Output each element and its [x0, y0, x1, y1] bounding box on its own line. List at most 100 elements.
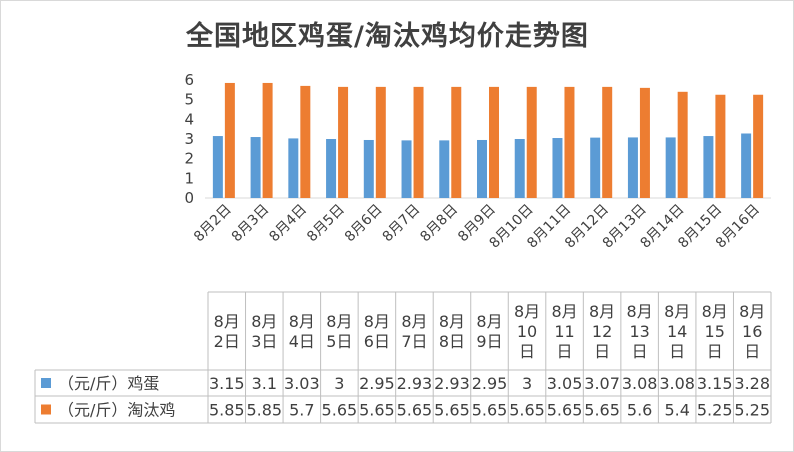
table-value-cell: 5.25 — [697, 401, 733, 420]
table-value-cell: 3.08 — [622, 374, 658, 393]
x-tick-label: 8月6日 — [342, 202, 386, 246]
bar-hen — [564, 86, 575, 198]
table-header-cell: 2日 — [214, 332, 240, 351]
table-value-cell: 3.15 — [697, 374, 733, 393]
legend-label: （元/斤）淘汰鸡 — [58, 401, 175, 420]
table-value-cell: 5.65 — [584, 401, 620, 420]
bar-egg — [665, 137, 676, 198]
table-header-cell: 16 — [742, 322, 762, 341]
table-value-cell: 3.1 — [252, 374, 277, 393]
bar-hen — [451, 86, 462, 198]
y-tick-label: 4 — [184, 110, 194, 128]
bar-egg — [477, 139, 487, 198]
chart-title: 全国地区鸡蛋/淘汰鸡均价走势图 — [186, 21, 589, 52]
y-tick-label: 6 — [184, 71, 194, 89]
table-value-cell: 2.95 — [472, 374, 508, 393]
table-header-cell: 9日 — [476, 332, 502, 351]
table-value-cell: 5.85 — [246, 401, 282, 420]
table-header-cell: 8月 — [739, 302, 765, 321]
table-value-cell: 3 — [334, 374, 344, 393]
table-value-cell: 5.7 — [289, 401, 314, 420]
bar-hen — [375, 86, 386, 198]
table-header-cell: 8月 — [439, 312, 465, 331]
bar-egg — [288, 138, 299, 198]
table-header-cell: 5日 — [326, 332, 352, 351]
bar-hen — [224, 82, 235, 198]
table-header-cell: 4日 — [289, 332, 315, 351]
bar-egg — [590, 137, 601, 198]
table-header-cell: 8月 — [476, 312, 502, 331]
bar-egg — [741, 133, 752, 198]
table-header-cell: 3日 — [251, 332, 277, 351]
table-value-cell: 2.93 — [397, 374, 433, 393]
table-value-cell: 5.25 — [734, 401, 770, 420]
table-value-cell: 5.6 — [627, 401, 652, 420]
table-header-cell: 日 — [707, 342, 723, 361]
table-header-cell: 12 — [592, 322, 612, 341]
table-header-cell: 日 — [744, 342, 760, 361]
table-header-cell: 8月 — [589, 302, 615, 321]
table-value-cell: 5.65 — [359, 401, 395, 420]
table-header-cell: 8月 — [514, 302, 540, 321]
bar-hen — [639, 87, 650, 198]
bar-hen — [526, 86, 537, 198]
table-header-cell: 8月 — [289, 312, 315, 331]
bar-egg — [212, 136, 223, 198]
table-header-cell: 8月 — [401, 312, 427, 331]
table-header-cell: 日 — [594, 342, 610, 361]
table-value-cell: 5.65 — [547, 401, 583, 420]
x-tick-label: 8月4日 — [266, 202, 310, 246]
table-value-cell: 3.07 — [584, 374, 620, 393]
table-header-cell: 日 — [632, 342, 648, 361]
table-header-cell: 7日 — [401, 332, 427, 351]
table-value-cell: 5.4 — [664, 401, 689, 420]
bar-hen — [489, 86, 499, 198]
x-tick-label: 8月8日 — [417, 202, 461, 246]
bar-hen — [753, 94, 764, 198]
bar-egg — [552, 138, 563, 198]
bar-hen — [300, 85, 311, 198]
bar-hen — [715, 94, 726, 198]
bar-egg — [439, 140, 450, 198]
table-value-cell: 5.65 — [509, 401, 545, 420]
table-header-cell: 8月 — [251, 312, 277, 331]
table-value-cell: 2.93 — [434, 374, 470, 393]
bar-egg — [326, 139, 337, 198]
table-header-cell: 8日 — [439, 332, 465, 351]
table-header-cell: 日 — [557, 342, 573, 361]
table-value-cell: 5.65 — [322, 401, 358, 420]
table-value-cell: 5.65 — [472, 401, 508, 420]
bar-egg — [627, 137, 638, 198]
table-header-cell: 8月 — [214, 312, 240, 331]
bar-hen — [677, 91, 688, 198]
table-header-cell: 8月 — [702, 302, 728, 321]
table-header-cell: 8月 — [627, 302, 653, 321]
table-value-cell: 5.85 — [209, 401, 245, 420]
x-tick-label: 8月5日 — [304, 202, 348, 246]
y-tick-label: 5 — [184, 91, 194, 109]
table-header-cell: 6日 — [364, 332, 390, 351]
table-header-cell: 8月 — [551, 302, 577, 321]
bar-hen — [413, 86, 424, 198]
table-value-cell: 3.28 — [734, 374, 770, 393]
table-header-cell: 8月 — [364, 312, 390, 331]
x-tick-label: 8月2日 — [191, 202, 235, 246]
bar-egg — [703, 136, 714, 198]
table-header-cell: 13 — [629, 322, 649, 341]
table-header-cell: 日 — [519, 342, 535, 361]
table-value-cell: 5.65 — [397, 401, 433, 420]
table-value-cell: 3.15 — [209, 374, 245, 393]
y-tick-label: 3 — [184, 130, 194, 148]
x-tick-label: 8月3日 — [229, 202, 273, 246]
table-header-cell: 14 — [667, 322, 687, 341]
table-value-cell: 3 — [522, 374, 532, 393]
y-tick-label: 0 — [184, 189, 194, 207]
table-header-cell: 日 — [669, 342, 685, 361]
bar-hen — [602, 86, 613, 198]
bar-egg — [514, 139, 525, 198]
table-header-cell: 8月 — [664, 302, 690, 321]
legend-label: （元/斤）鸡蛋 — [58, 374, 159, 393]
x-tick-label: 8月7日 — [380, 202, 424, 246]
